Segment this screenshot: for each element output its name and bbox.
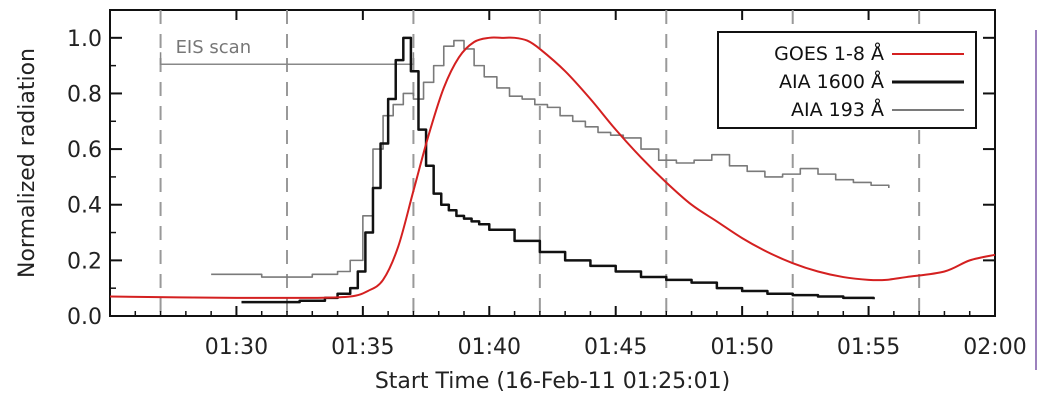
legend-box — [717, 31, 977, 129]
y-tick-label: 1.0 — [67, 27, 102, 52]
legend-label: GOES 1-8 Å — [774, 42, 884, 65]
x-tick-label: 01:35 — [331, 335, 394, 360]
y-tick-label: 0.0 — [67, 305, 102, 330]
x-tick-label: 01:45 — [584, 335, 647, 360]
right-edge-decoration — [1035, 30, 1045, 370]
legend: GOES 1-8 Å AIA 1600 Å AIA 193 Å — [717, 31, 977, 129]
x-tick-label: 01:50 — [710, 335, 773, 360]
legend-label: AIA 1600 Å — [779, 70, 884, 93]
legend-label: AIA 193 Å — [791, 98, 884, 121]
plot-frame — [109, 9, 996, 317]
y-axis-title: Normalized radiation — [15, 48, 40, 278]
y-tick-label: 0.4 — [67, 194, 102, 219]
eis-scan-annotation: EIS scan — [159, 37, 415, 65]
x-axis-title: Start Time (16-Feb-11 01:25:01) — [375, 369, 730, 394]
series-goes-1-8 — [109, 36, 996, 300]
x-tick-label: 02:00 — [963, 335, 1026, 360]
x-tick-label: 01:55 — [837, 335, 900, 360]
x-tick-label: 01:40 — [458, 335, 521, 360]
x-tick-label: 01:30 — [205, 335, 268, 360]
y-tick-label: 0.6 — [67, 138, 102, 163]
y-tick-label: 0.8 — [67, 82, 102, 107]
eis-scan-label: EIS scan — [176, 37, 252, 58]
series-aia-193 — [211, 39, 890, 278]
series-aia-1600 — [241, 36, 875, 304]
eis-scan-bracket — [159, 52, 415, 65]
y-tick-label: 0.2 — [67, 249, 102, 274]
